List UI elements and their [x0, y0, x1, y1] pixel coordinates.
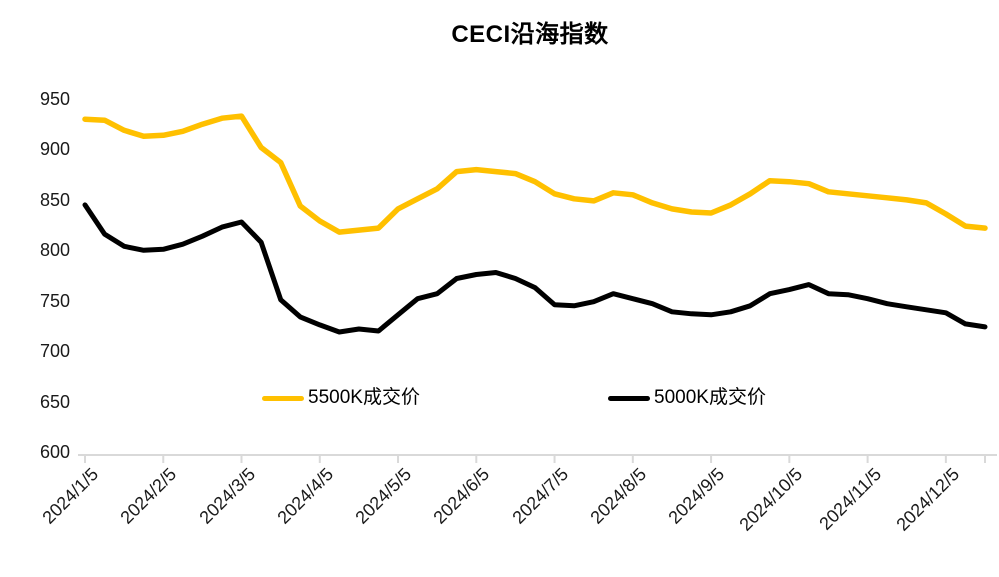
legend-item-5500k: 5500K成交价 — [262, 386, 420, 410]
y-tick-label: 900 — [39, 139, 70, 160]
legend-line-5000k — [608, 395, 650, 401]
y-tick-label: 650 — [39, 391, 70, 412]
legend-item-5000k: 5000K成交价 — [608, 386, 766, 410]
y-tick-label: 850 — [39, 189, 70, 210]
legend-label-5000k: 5000K成交价 — [654, 387, 766, 408]
legend-label-5500k: 5500K成交价 — [308, 387, 420, 408]
y-tick-label: 950 — [39, 89, 70, 109]
chart-title: CECI沿海指数 — [451, 21, 609, 48]
y-tick-label: 700 — [39, 341, 70, 362]
series-line-5500k — [82, 113, 988, 235]
legend-line-5500k — [262, 395, 304, 401]
y-tick-label: 750 — [39, 290, 70, 311]
series-line-5000k — [82, 202, 988, 335]
legend: 5500K成交价 5000K成交价 — [0, 386, 999, 412]
y-tick-label: 800 — [39, 240, 70, 261]
y-tick-label: 600 — [39, 442, 70, 462]
